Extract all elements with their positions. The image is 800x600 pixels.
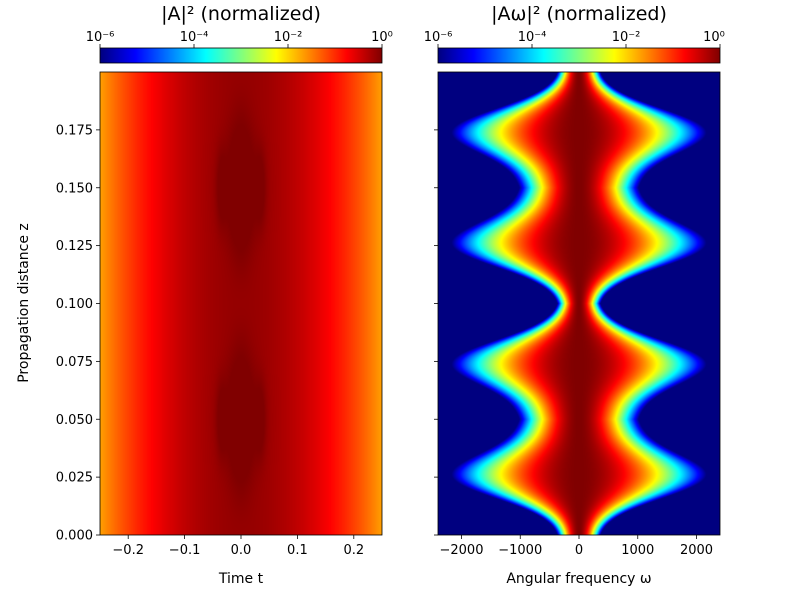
left-colorbar (99, 47, 383, 64)
left-x-axis-label: Time t (218, 571, 264, 587)
left-colorbar-tick-label: 10⁻² (274, 30, 303, 45)
left-x-axis: −0.2 −0.1 0.0 0.1 0.2 (112, 535, 364, 558)
y-tick-label: 0.000 (56, 529, 93, 544)
right-y-axis (434, 129, 438, 536)
x-tick-label: 2000 (680, 543, 713, 558)
left-colorbar-tick-label: 10⁻⁴ (180, 30, 209, 45)
x-tick-label: 0 (575, 543, 583, 558)
left-y-axis: 0.000 0.025 0.050 0.075 0.100 0.125 0.150 0.175 (56, 123, 100, 544)
left-y-axis-label: Propagation distance z (16, 223, 32, 383)
left-panel: |A|² (normalized) 10⁻⁶ 10⁻⁴ 10⁻² 10⁰ −0.… (16, 3, 393, 587)
right-colorbar-tick-label: 10⁻⁶ (424, 30, 453, 45)
right-x-axis-label: Angular frequency ω (506, 571, 651, 587)
right-panel: |Aω|² (normalized) 10⁻⁶ 10⁻⁴ 10⁻² 10⁰ −2… (424, 3, 725, 587)
y-tick-label: 0.050 (56, 413, 93, 428)
x-tick-label: 1000 (621, 543, 654, 558)
x-tick-label: −2000 (440, 543, 484, 558)
right-colorbar-title: |Aω|² (normalized) (491, 3, 667, 25)
intensity-heatmap-time (100, 72, 382, 535)
x-tick-label: 0.0 (231, 543, 252, 558)
left-colorbar-ticks: 10⁻⁶ 10⁻⁴ 10⁻² 10⁰ (86, 30, 393, 48)
y-tick-label: 0.125 (56, 239, 93, 254)
right-x-axis: −2000 −1000 0 1000 2000 (440, 535, 713, 558)
x-tick-label: 0.1 (287, 543, 308, 558)
right-colorbar-tick-label: 10⁰ (703, 30, 725, 45)
x-tick-label: −0.2 (112, 543, 144, 558)
right-colorbar (437, 47, 721, 64)
right-colorbar-ticks: 10⁻⁶ 10⁻⁴ 10⁻² 10⁰ (424, 30, 725, 48)
right-colorbar-tick-label: 10⁻⁴ (518, 30, 547, 45)
x-tick-label: −1000 (498, 543, 542, 558)
left-colorbar-tick-label: 10⁰ (371, 30, 393, 45)
spectrum-heatmap-frequency (438, 72, 720, 535)
y-tick-label: 0.175 (56, 123, 93, 138)
y-tick-label: 0.100 (56, 297, 93, 312)
left-colorbar-title: |A|² (normalized) (161, 3, 321, 25)
y-tick-label: 0.075 (56, 355, 93, 370)
x-tick-label: −0.1 (169, 543, 201, 558)
x-tick-label: 0.2 (343, 543, 364, 558)
left-colorbar-tick-label: 10⁻⁶ (86, 30, 115, 45)
y-tick-label: 0.150 (56, 181, 93, 196)
right-colorbar-tick-label: 10⁻² (612, 30, 641, 45)
y-tick-label: 0.025 (56, 471, 93, 486)
